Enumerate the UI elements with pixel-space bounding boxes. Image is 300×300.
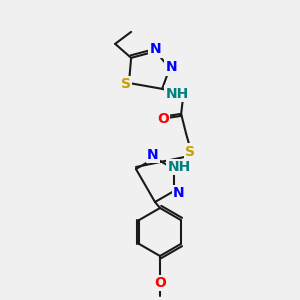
Text: NH: NH [166,87,189,101]
Text: O: O [157,112,169,126]
Text: N: N [166,60,178,74]
Text: N: N [147,148,159,162]
Text: S: S [121,77,131,91]
Text: N: N [173,186,185,200]
Text: O: O [154,276,166,290]
Text: NH: NH [167,160,191,174]
Text: S: S [185,145,195,159]
Text: N: N [150,42,161,56]
